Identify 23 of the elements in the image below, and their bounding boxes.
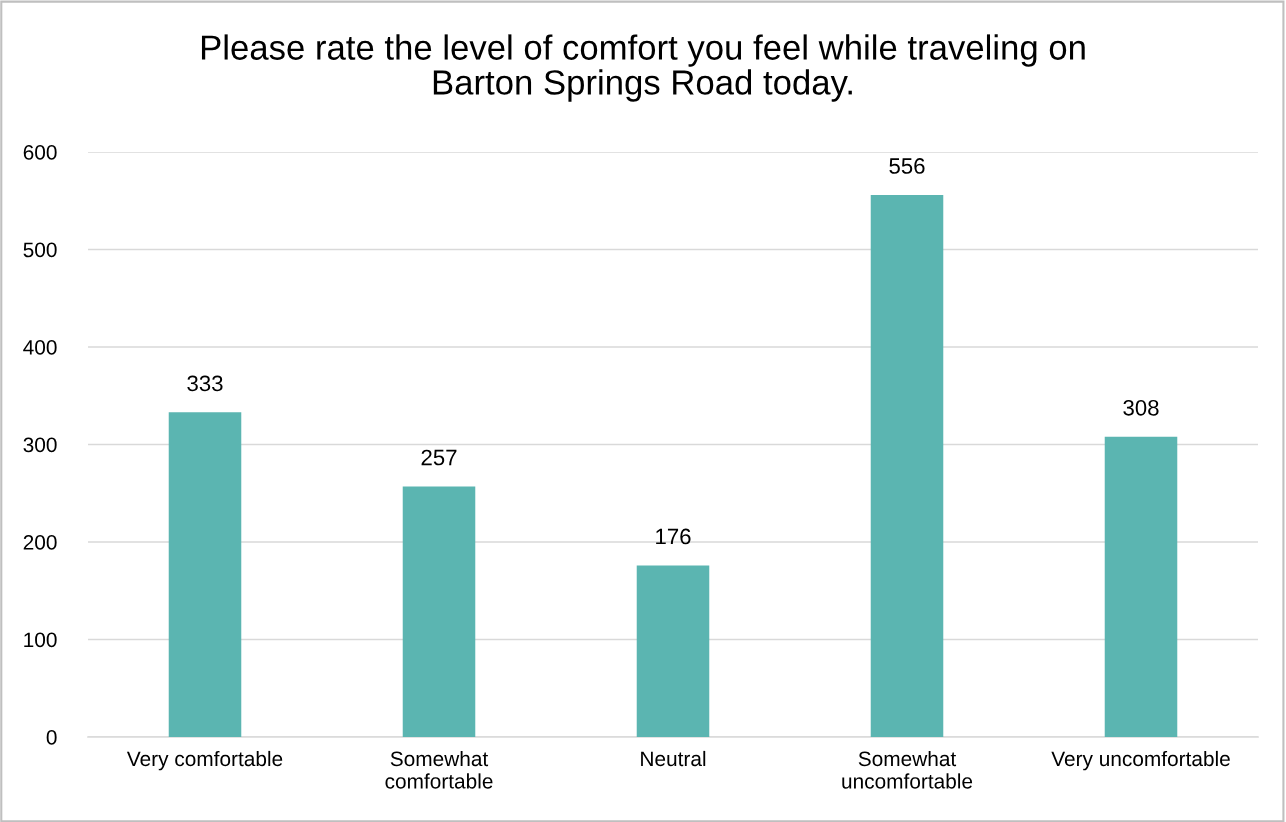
y-tick-label: 400 [23, 340, 57, 355]
x-tick-label: Neutral [641, 750, 706, 767]
x-tick-label: Very comfortable [126, 750, 283, 771]
y-tick-label: 200 [23, 535, 57, 550]
y-tick-label: 500 [23, 242, 57, 258]
x-tick-label: Very uncomfortable [1051, 750, 1230, 771]
bar [1104, 436, 1178, 737]
bar [870, 194, 944, 737]
data-label: 556 [889, 158, 925, 174]
data-label: 333 [187, 375, 223, 392]
bar [402, 486, 476, 737]
chart-title: Please rate the level of comfort you feel while traveling on Barton Springs Road today. [201, 34, 1085, 102]
y-tick-label: 600 [23, 145, 57, 160]
x-tick-label: Somewhat comfortable [385, 750, 493, 789]
bar [168, 412, 242, 737]
data-label: 257 [421, 449, 457, 466]
data-label: 308 [1123, 399, 1159, 416]
y-tick-label: 100 [24, 632, 57, 648]
bar [636, 565, 710, 737]
y-tick-label: 0 [46, 730, 57, 745]
x-tick-label: Somewhat uncomfortable [842, 750, 973, 789]
data-label: 176 [656, 528, 691, 545]
y-tick-label: 300 [23, 437, 57, 453]
